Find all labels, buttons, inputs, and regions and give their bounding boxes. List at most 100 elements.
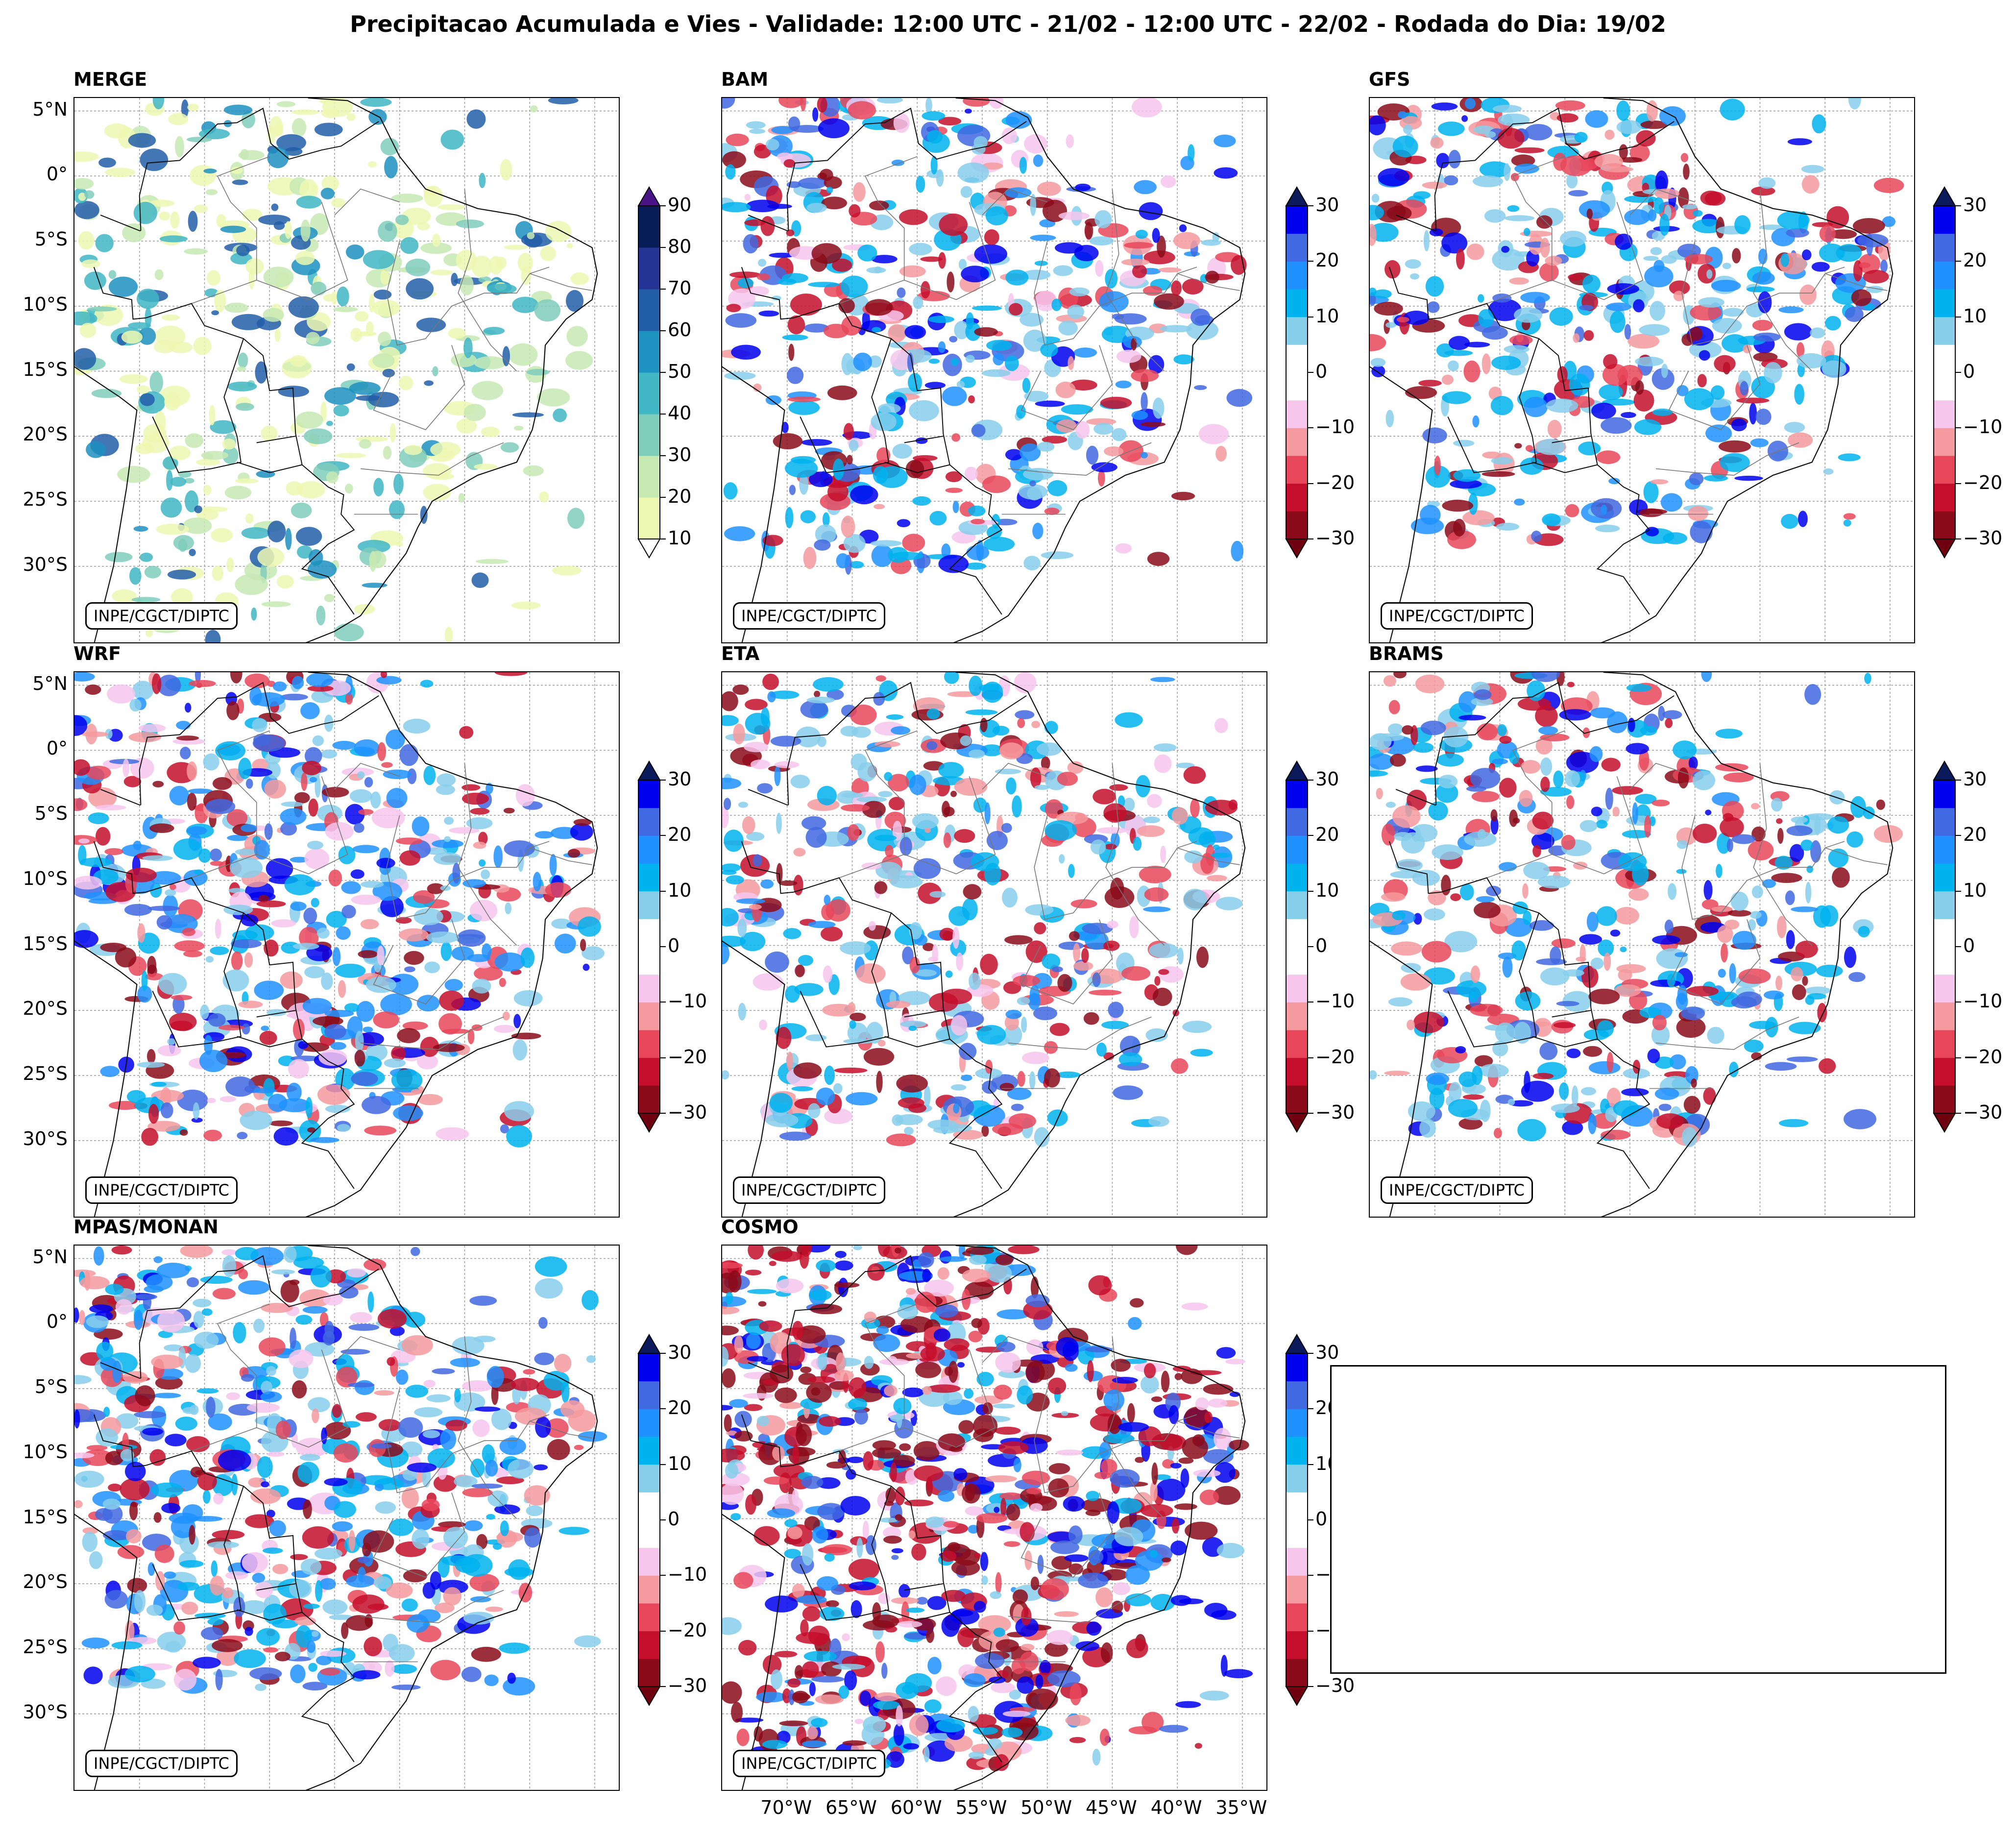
field-blob [194, 1331, 219, 1349]
field-blob [1101, 325, 1133, 343]
country-border [100, 1362, 141, 1379]
map-canvas [74, 98, 619, 642]
field-blob [1385, 322, 1396, 328]
field-blob [943, 832, 951, 848]
field-blob [929, 511, 947, 526]
field-blob [1003, 1541, 1020, 1547]
field-blob [800, 1246, 812, 1257]
colorbar-extend-low [637, 1686, 661, 1706]
field-blob [938, 555, 969, 573]
field-blob [1385, 410, 1394, 428]
field-blob [319, 1578, 336, 1590]
field-blob [135, 1385, 155, 1406]
field-blob [545, 1418, 569, 1438]
colorbar-tick-label: 30 [1315, 194, 1339, 216]
field-blob [451, 272, 458, 287]
field-blob [1810, 327, 1825, 339]
state-boundary [217, 1303, 270, 1428]
field-blob [1053, 265, 1073, 276]
field-blob [493, 845, 503, 868]
field-blob [1519, 790, 1533, 807]
field-blob [170, 477, 187, 487]
field-blob [102, 1498, 121, 1510]
field-blob [486, 1514, 495, 1520]
field-blob [1370, 222, 1399, 242]
field-blob [1471, 791, 1500, 803]
field-blob [195, 459, 220, 466]
field-blob [1035, 400, 1065, 407]
field-blob [1013, 1458, 1021, 1472]
field-blob [1461, 115, 1468, 122]
field-blob [1677, 767, 1689, 789]
coastline [1370, 672, 1894, 1217]
field-blob [1615, 233, 1633, 250]
field-blob [170, 211, 180, 229]
field-blob [332, 1404, 342, 1418]
field-blob [423, 484, 451, 501]
field-blob [1589, 746, 1603, 762]
field-blob [1383, 675, 1397, 687]
field-blob [1044, 820, 1077, 841]
state-boundary [1629, 188, 1695, 216]
field-blob [1527, 680, 1546, 701]
field-blob [378, 1419, 401, 1431]
field-blob [1522, 883, 1529, 899]
country-border [1532, 1036, 1598, 1048]
field-blob [973, 797, 987, 813]
state-boundary [458, 763, 517, 946]
field-blob [1602, 166, 1634, 172]
field-blob [231, 167, 243, 174]
field-blob [869, 200, 889, 211]
field-blob [1032, 522, 1044, 539]
field-blob [1805, 813, 1834, 821]
field-blob [1504, 345, 1530, 354]
country-border [884, 1036, 950, 1048]
field-blob [443, 1587, 461, 1606]
field-blob [731, 344, 761, 360]
field-blob [1125, 1593, 1151, 1607]
field-blob [373, 290, 392, 300]
field-blob [912, 813, 939, 830]
latitude-label: 0° [46, 737, 68, 759]
field-blob [798, 954, 814, 966]
field-blob [437, 1580, 468, 1594]
field-blob [507, 1672, 516, 1684]
field-blob [744, 1404, 763, 1411]
country-border [741, 841, 794, 894]
field-blob [123, 776, 142, 787]
field-blob [1168, 1405, 1179, 1424]
field-blob [534, 1256, 567, 1277]
field-blob [1751, 186, 1775, 196]
colorbar-segment [1286, 511, 1308, 539]
field-blob [524, 1485, 550, 1506]
field-blob [365, 977, 396, 993]
field-blob [1132, 264, 1147, 278]
field-blob [767, 1508, 796, 1518]
field-blob [1424, 908, 1445, 921]
field-blob [1431, 102, 1458, 111]
field-blob [291, 109, 319, 115]
field-blob [1094, 210, 1112, 228]
field-blob [1740, 381, 1749, 396]
field-blob [877, 1040, 886, 1047]
field-blob [254, 980, 284, 1000]
field-blob [391, 1069, 423, 1091]
field-blob [817, 98, 827, 113]
field-blob [842, 1633, 850, 1641]
field-blob [1654, 1087, 1679, 1100]
field-blob [1173, 354, 1194, 365]
colorbar-segment [1934, 1085, 1955, 1114]
map-panel: INPE/CGCT/DIPTC [721, 1245, 1267, 1791]
field-blob [291, 1380, 307, 1399]
field-blob [1669, 280, 1690, 295]
field-blob [474, 356, 507, 369]
field-blob [1749, 402, 1757, 425]
field-blob [340, 1348, 370, 1355]
field-blob [854, 1409, 868, 1425]
field-blob [1644, 265, 1674, 288]
field-blob [1716, 864, 1723, 878]
field-blob [74, 178, 94, 190]
field-blob [476, 559, 509, 564]
field-blob [927, 1657, 942, 1675]
field-blob [358, 1032, 384, 1046]
